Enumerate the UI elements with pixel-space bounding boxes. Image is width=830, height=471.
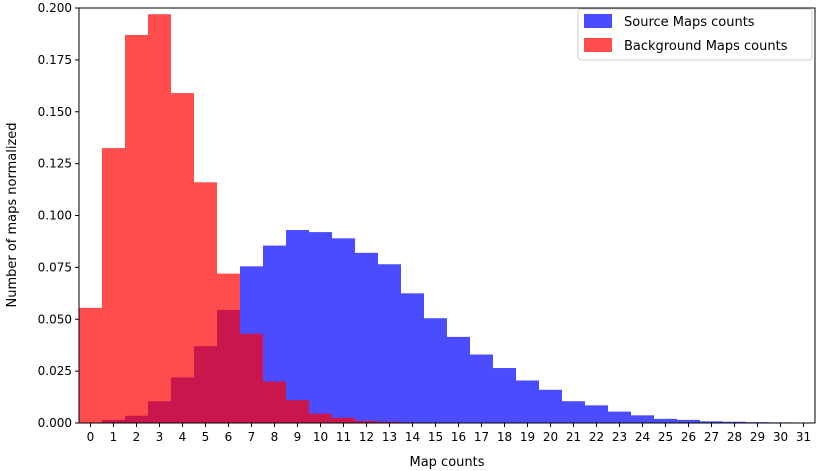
legend-swatch-background — [584, 38, 612, 52]
background-bar-4 — [171, 93, 194, 423]
x-tick-label: 20 — [543, 430, 558, 444]
x-tick-label: 18 — [497, 430, 512, 444]
source-bar-22 — [585, 405, 608, 423]
background-bar-13 — [378, 421, 401, 423]
x-tick-label: 19 — [520, 430, 535, 444]
x-tick-label: 27 — [704, 430, 719, 444]
y-axis: 0.000 0.025 0.050 0.075 0.100 0.125 0.150 0.175… — [38, 1, 79, 430]
background-bar-6 — [217, 273, 240, 423]
background-bar-8 — [263, 381, 286, 423]
x-tick-label: 25 — [658, 430, 673, 444]
x-tick-label: 8 — [271, 430, 279, 444]
x-tick-label: 11 — [336, 430, 351, 444]
x-tick-label: 29 — [750, 430, 765, 444]
background-maps-bars — [79, 14, 447, 423]
legend: Source Maps counts Background Maps count… — [577, 8, 813, 61]
x-tick-label: 12 — [359, 430, 374, 444]
source-bar-25 — [654, 418, 677, 423]
background-bar-1 — [102, 148, 125, 423]
source-bar-21 — [562, 401, 585, 423]
x-tick-label: 4 — [179, 430, 187, 444]
source-bar-11 — [332, 238, 355, 423]
x-tick-label: 16 — [451, 430, 466, 444]
y-axis-label: Number of maps normalized — [5, 122, 20, 307]
legend-label-background: Background Maps counts — [624, 39, 788, 54]
y-tick-label: 0.100 — [38, 209, 72, 223]
x-tick-label: 3 — [156, 430, 164, 444]
y-tick-label: 0.200 — [38, 1, 72, 15]
background-bar-10 — [309, 413, 332, 423]
y-tick-label: 0.175 — [38, 53, 72, 67]
y-tick-label: 0.000 — [38, 416, 72, 430]
x-tick-label: 22 — [589, 430, 604, 444]
source-bar-9 — [286, 230, 309, 423]
source-bar-28 — [723, 421, 746, 423]
source-bar-27 — [700, 421, 723, 423]
x-tick-label: 7 — [248, 430, 256, 444]
x-tick-label: 14 — [405, 430, 420, 444]
x-tick-label: 15 — [428, 430, 443, 444]
source-bar-24 — [631, 415, 654, 423]
background-bar-9 — [286, 400, 309, 423]
y-tick-label: 0.075 — [38, 260, 72, 274]
source-bar-19 — [516, 380, 539, 423]
x-tick-label: 5 — [202, 430, 210, 444]
legend-box — [577, 8, 813, 61]
x-tick-label: 17 — [474, 430, 489, 444]
background-bar-0 — [79, 307, 102, 423]
x-axis-label: Map counts — [409, 455, 484, 470]
y-tick-label: 0.125 — [38, 157, 72, 171]
background-bar-5 — [194, 182, 217, 423]
source-bar-14 — [401, 293, 424, 423]
x-tick-label: 0 — [87, 430, 95, 444]
source-bar-8 — [263, 245, 286, 423]
x-axis: 0 1 2 3 4 5 6 7 8 9 10 11 12 13 14 15 16 17 18 19 20 21 22 23 24… — [87, 423, 811, 444]
x-tick-label: 31 — [796, 430, 811, 444]
source-bar-26 — [677, 419, 700, 423]
x-tick-label: 6 — [225, 430, 233, 444]
y-tick-label: 0.150 — [38, 105, 72, 119]
background-bar-3 — [148, 14, 171, 423]
x-tick-label: 23 — [612, 430, 627, 444]
x-tick-label: 10 — [313, 430, 328, 444]
source-bar-12 — [355, 252, 378, 423]
y-tick-label: 0.025 — [38, 364, 72, 378]
legend-swatch-source — [584, 14, 612, 28]
x-tick-label: 30 — [773, 430, 788, 444]
x-tick-label: 28 — [727, 430, 742, 444]
source-bar-10 — [309, 232, 332, 423]
source-bar-18 — [493, 368, 516, 423]
source-bar-20 — [539, 389, 562, 423]
x-tick-label: 1 — [110, 430, 118, 444]
x-tick-label: 26 — [681, 430, 696, 444]
background-bar-2 — [125, 34, 148, 423]
legend-label-source: Source Maps counts — [624, 15, 755, 30]
source-bar-23 — [608, 411, 631, 423]
background-bar-12 — [355, 420, 378, 423]
background-bar-7 — [240, 333, 263, 423]
source-bar-16 — [447, 336, 470, 423]
x-tick-label: 2 — [133, 430, 141, 444]
y-tick-label: 0.050 — [38, 312, 72, 326]
x-tick-label: 13 — [382, 430, 397, 444]
x-tick-label: 24 — [635, 430, 650, 444]
source-bar-13 — [378, 264, 401, 423]
x-tick-label: 9 — [294, 430, 302, 444]
source-bar-17 — [470, 354, 493, 423]
source-bar-15 — [424, 318, 447, 423]
background-bar-11 — [332, 417, 355, 423]
x-tick-label: 21 — [566, 430, 581, 444]
